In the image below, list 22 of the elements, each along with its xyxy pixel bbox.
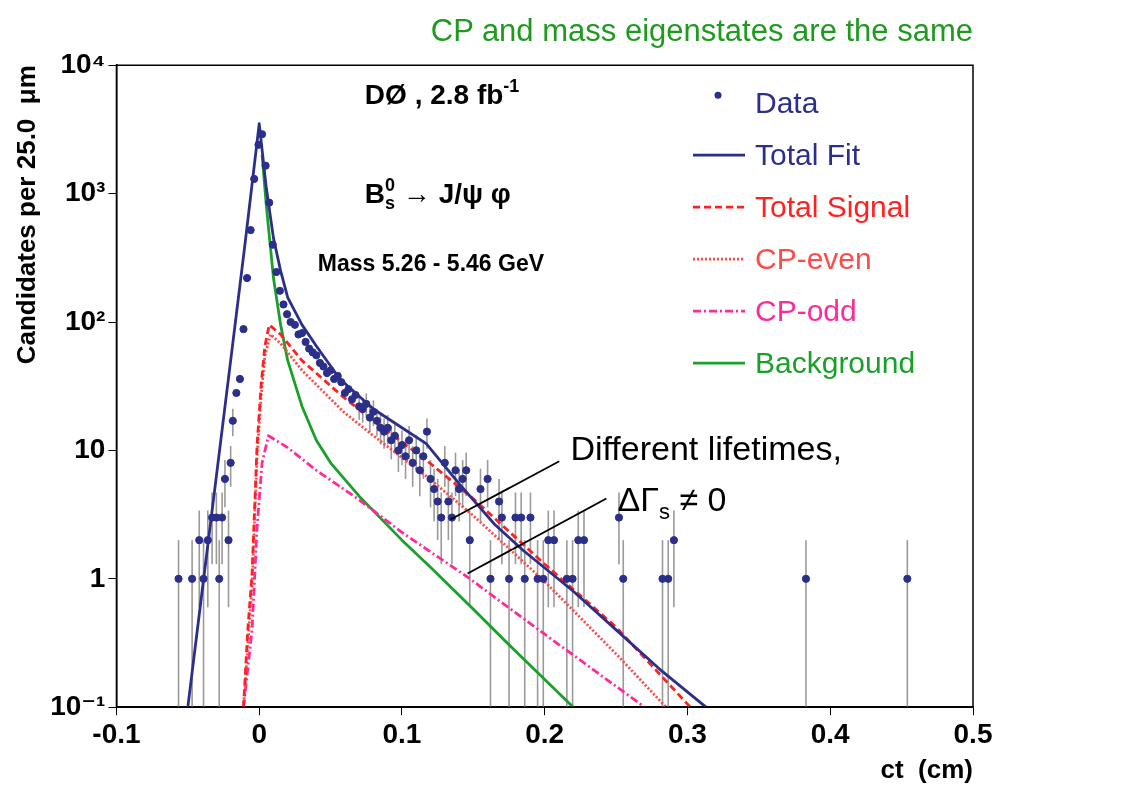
x-tick-label: 0.3 (668, 717, 707, 749)
legend-label: Background (755, 346, 916, 380)
x-tick-label: 0.1 (382, 717, 422, 749)
annotation: Different lifetimes, (570, 429, 842, 468)
y-tick-label: 10 (74, 433, 106, 465)
y-tick-label: 1 (89, 561, 106, 593)
legend-label: CP-even (755, 242, 872, 276)
y-axis-title: Candidates per 25.0 μm (10, 65, 41, 365)
x-tick-label: 0.4 (810, 717, 851, 749)
chart-title: CP and mass eigenstates are the same (430, 13, 973, 49)
legend-label: Data (755, 86, 819, 120)
x-tick-label: 0 (251, 717, 267, 749)
y-tick-label: 10³ (64, 176, 106, 208)
legend-label: Total Signal (755, 190, 911, 224)
x-axis-title: ct (cm) (880, 753, 973, 784)
y-tick-label: 10⁴ (60, 47, 106, 79)
legend-label: CP-odd (755, 294, 857, 328)
y-tick-label: 10² (64, 304, 106, 336)
x-tick-label: 0.2 (525, 717, 565, 749)
legend-label: Total Fit (755, 138, 861, 172)
x-tick-label: 0.5 (953, 717, 993, 749)
annotation: Mass 5.26 - 5.46 GeV (317, 249, 545, 276)
